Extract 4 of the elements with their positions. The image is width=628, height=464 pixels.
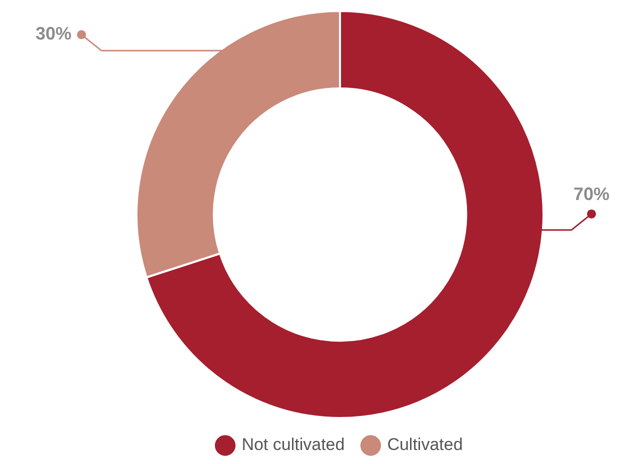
legend-label: Not cultivated [242, 435, 345, 454]
data-label: 30% [35, 24, 72, 44]
data-label: 70% [573, 184, 610, 204]
legend-label: Cultivated [387, 435, 463, 454]
